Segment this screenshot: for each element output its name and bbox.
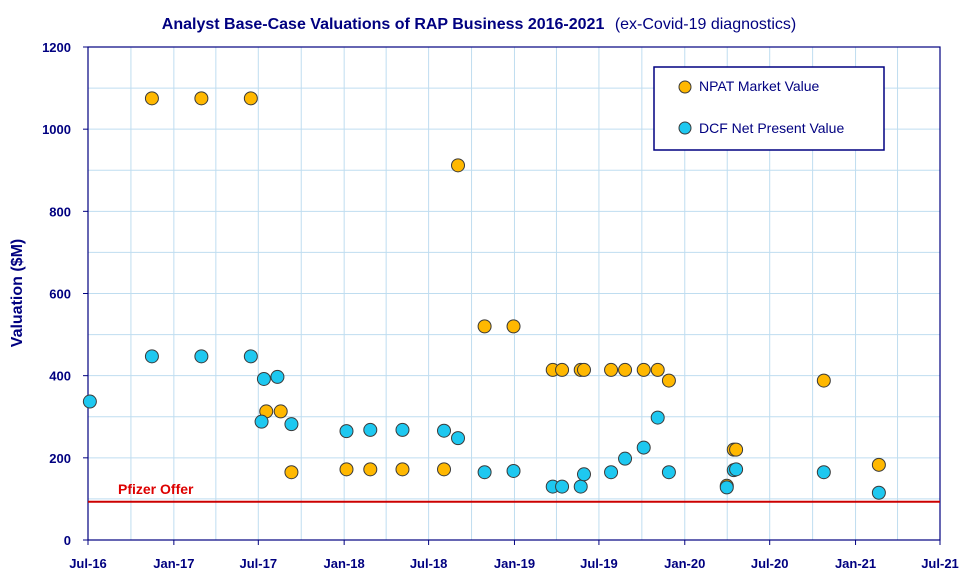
dcf-point bbox=[395, 422, 410, 437]
x-tick-label: Jul-17 bbox=[240, 556, 278, 571]
dcf-point bbox=[871, 485, 886, 500]
legend-marker-npat bbox=[678, 80, 692, 94]
npat-point bbox=[604, 362, 619, 377]
npat-point bbox=[576, 362, 591, 377]
legend: NPAT Market Value DCF Net Present Value bbox=[653, 66, 885, 151]
legend-box bbox=[653, 66, 885, 151]
dcf-point bbox=[284, 417, 299, 432]
y-tick-label: 1000 bbox=[42, 122, 71, 137]
npat-point bbox=[729, 442, 744, 457]
npat-point bbox=[451, 158, 466, 173]
dcf-point bbox=[437, 423, 452, 438]
npat-point bbox=[816, 373, 831, 388]
dcf-point bbox=[506, 463, 521, 478]
y-tick-label: 200 bbox=[49, 451, 71, 466]
dcf-point bbox=[477, 465, 492, 480]
x-tick-label: Jul-21 bbox=[921, 556, 959, 571]
npat-point bbox=[555, 362, 570, 377]
dcf-point bbox=[82, 394, 97, 409]
npat-point bbox=[650, 362, 665, 377]
x-tick-label: Jan-21 bbox=[835, 556, 876, 571]
pfizer-offer-label: Pfizer Offer bbox=[118, 481, 194, 497]
chart-title-line: Analyst Base-Case Valuations of RAP Busi… bbox=[162, 16, 796, 33]
dcf-point bbox=[270, 369, 285, 384]
chart-title: Analyst Base-Case Valuations of RAP Busi… bbox=[162, 16, 605, 33]
npat-point bbox=[339, 462, 354, 477]
y-tick-label: 1200 bbox=[42, 40, 71, 55]
dcf-point bbox=[618, 451, 633, 466]
x-tick-label: Jul-16 bbox=[69, 556, 107, 571]
npat-point bbox=[194, 91, 209, 106]
npat-point bbox=[144, 91, 159, 106]
y-tick-label: 400 bbox=[49, 369, 71, 384]
dcf-point bbox=[636, 440, 651, 455]
dcf-point bbox=[576, 467, 591, 482]
npat-point bbox=[661, 373, 676, 388]
x-tick-label: Jan-18 bbox=[324, 556, 365, 571]
x-tick-label: Jan-19 bbox=[494, 556, 535, 571]
npat-point bbox=[363, 462, 378, 477]
reference-lines: Pfizer Offer bbox=[88, 481, 940, 503]
npat-point bbox=[477, 319, 492, 334]
npat-point bbox=[437, 462, 452, 477]
npat-point bbox=[273, 404, 288, 419]
x-axis: Jul-16 Jan-17 Jul-17 Jan-18 Jul-18 Jan-19 Jul-… bbox=[69, 540, 959, 571]
dcf-point bbox=[254, 414, 269, 429]
npat-point bbox=[618, 362, 633, 377]
dcf-point bbox=[451, 431, 466, 446]
dcf-point bbox=[816, 465, 831, 480]
dcf-point bbox=[339, 424, 354, 439]
y-tick-label: 800 bbox=[49, 204, 71, 219]
dcf-point bbox=[194, 349, 209, 364]
dcf-point bbox=[604, 465, 619, 480]
dcf-point bbox=[555, 479, 570, 494]
dcf-point bbox=[144, 349, 159, 364]
npat-point bbox=[243, 91, 258, 106]
y-axis: 0 200 400 600 800 1000 1200 bbox=[42, 40, 88, 548]
dcf-point bbox=[243, 349, 258, 364]
y-tick-label: 0 bbox=[64, 533, 71, 548]
dcf-point bbox=[363, 422, 378, 437]
y-tick-label: 600 bbox=[49, 287, 71, 302]
dcf-point bbox=[573, 479, 588, 494]
legend-label-npat: NPAT Market Value bbox=[699, 78, 820, 94]
legend-marker-dcf bbox=[678, 121, 692, 135]
y-axis-label: Valuation ($M) bbox=[9, 239, 26, 347]
npat-point bbox=[871, 457, 886, 472]
dcf-point bbox=[729, 462, 744, 477]
dcf-point bbox=[650, 410, 665, 425]
x-tick-label: Jul-20 bbox=[751, 556, 789, 571]
chart-subtitle: (ex-Covid-19 diagnostics) bbox=[615, 16, 796, 33]
dcf-point bbox=[256, 371, 271, 386]
x-tick-label: Jul-19 bbox=[580, 556, 618, 571]
npat-point bbox=[284, 465, 299, 480]
npat-point bbox=[506, 319, 521, 334]
npat-point bbox=[395, 462, 410, 477]
x-tick-label: Jul-18 bbox=[410, 556, 448, 571]
x-tick-label: Jan-17 bbox=[153, 556, 194, 571]
dcf-point bbox=[661, 465, 676, 480]
dcf-point bbox=[719, 480, 734, 495]
x-tick-label: Jan-20 bbox=[664, 556, 705, 571]
legend-label-dcf: DCF Net Present Value bbox=[699, 120, 844, 136]
data-points bbox=[82, 91, 886, 500]
npat-point bbox=[636, 362, 651, 377]
